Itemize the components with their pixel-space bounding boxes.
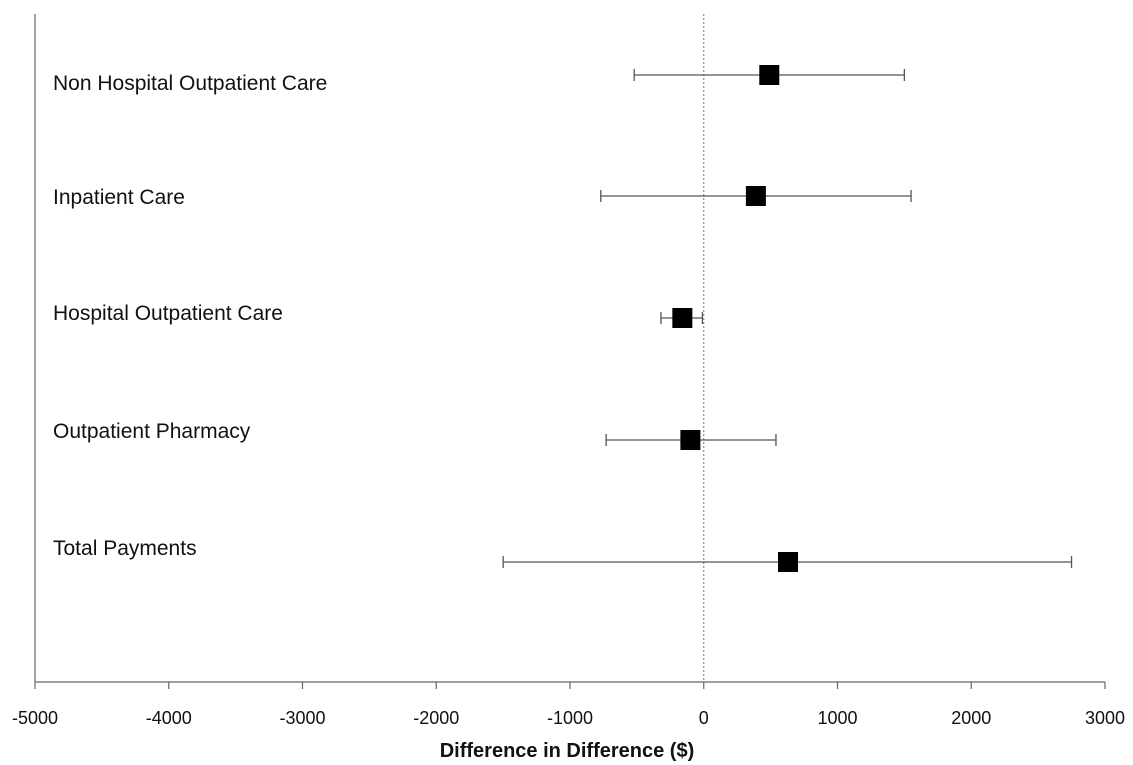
- estimate-marker: [759, 65, 780, 85]
- category-label: Outpatient Pharmacy: [53, 420, 251, 443]
- estimate-marker: [778, 552, 799, 572]
- x-tick-label: -4000: [146, 708, 192, 728]
- point-estimates: [672, 65, 799, 572]
- confidence-intervals: [502, 69, 1073, 568]
- x-tick-label: -3000: [279, 708, 325, 728]
- x-tick-label: -2000: [413, 708, 459, 728]
- x-tick-label: -1000: [547, 708, 593, 728]
- category-label: Hospital Outpatient Care: [53, 302, 283, 325]
- category-label: Non Hospital Outpatient Care: [53, 72, 327, 95]
- x-tick-label: 1000: [817, 708, 857, 728]
- estimate-marker: [680, 430, 701, 450]
- category-labels: Non Hospital Outpatient Care Inpatient Ca…: [53, 72, 327, 560]
- category-label: Inpatient Care: [53, 186, 185, 209]
- x-tick-label: 3000: [1085, 708, 1125, 728]
- x-axis-title: Difference in Difference ($): [440, 740, 695, 762]
- category-label: Total Payments: [53, 537, 197, 560]
- estimate-marker: [672, 308, 693, 328]
- x-tick-label: 2000: [951, 708, 991, 728]
- x-tick-label: 0: [699, 708, 709, 728]
- x-tick-label: -5000: [12, 708, 58, 728]
- estimate-marker: [745, 186, 766, 206]
- x-axis-ticks: -5000 -4000 -3000 -2000 -1000 0 1000 2000 3000: [12, 682, 1125, 728]
